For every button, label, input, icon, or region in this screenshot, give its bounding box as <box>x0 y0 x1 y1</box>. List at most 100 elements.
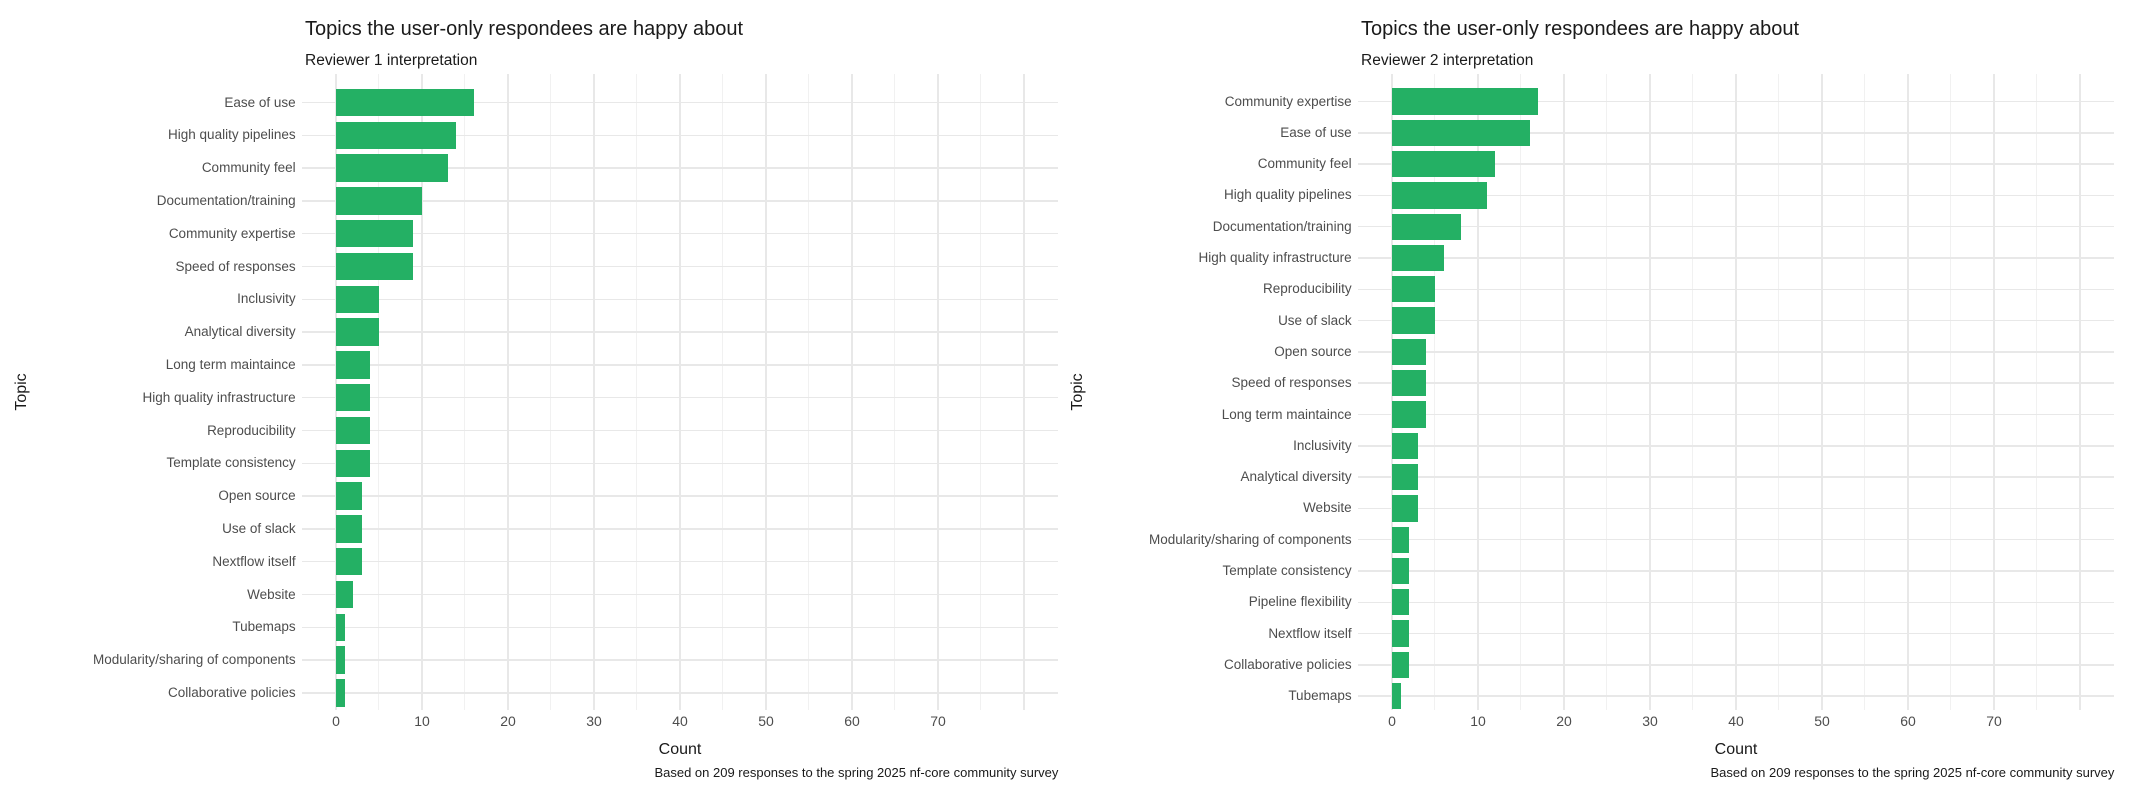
y-axis-label: Community expertise <box>1224 93 1352 109</box>
x-axis-tick-label: 30 <box>1642 713 1658 729</box>
gridline-vertical-minor <box>2036 74 2038 710</box>
y-axis-label: Collaborative policies <box>1224 656 1352 672</box>
gridline-vertical-major <box>1477 74 1479 710</box>
y-axis-label: Pipeline flexibility <box>1248 594 1352 610</box>
gridline-horizontal <box>1357 257 2115 259</box>
bar <box>1391 244 1444 272</box>
bar <box>1391 432 1418 459</box>
y-axis-label: Nextflow itself <box>212 553 296 569</box>
gridline-vertical-minor <box>550 74 552 710</box>
y-axis-label: Website <box>1303 500 1352 516</box>
bar <box>335 416 371 445</box>
bar <box>1391 338 1427 366</box>
x-axis-tick-label: 50 <box>758 713 774 729</box>
gridline-vertical-major <box>1023 74 1025 710</box>
x-axis-tick-label: 50 <box>1814 713 1830 729</box>
y-axis-label: Inclusivity <box>1293 437 1352 453</box>
gridline-vertical-minor <box>808 74 810 710</box>
bar <box>335 187 422 215</box>
y-axis-label: Reproducibility <box>1263 281 1352 297</box>
gridline-horizontal <box>301 134 1059 137</box>
gridline-horizontal <box>1357 319 2115 322</box>
x-axis-tick-label: 40 <box>1728 713 1744 729</box>
bar <box>1391 276 1435 303</box>
gridline-horizontal <box>1357 100 2115 103</box>
bar <box>1391 651 1410 679</box>
gridline-vertical-minor <box>894 74 896 710</box>
x-axis-tick-label: 70 <box>930 713 946 729</box>
bar <box>1391 88 1539 115</box>
gridline-vertical-minor <box>722 74 724 710</box>
bar <box>1391 526 1410 553</box>
y-axis-label: Community feel <box>201 160 296 176</box>
gridline-vertical-major <box>1563 74 1565 710</box>
gridline-horizontal <box>1357 351 2115 353</box>
gridline-horizontal <box>301 298 1059 301</box>
gridline-vertical-major <box>765 74 767 710</box>
gridline-horizontal <box>1357 570 2115 572</box>
bar <box>335 318 379 346</box>
x-axis-tick-label: 0 <box>1388 713 1396 729</box>
gridline-horizontal <box>1357 445 2115 447</box>
gridline-horizontal <box>301 101 1059 104</box>
gridline-horizontal <box>1357 664 2115 666</box>
x-axis-tick-label: 70 <box>1986 713 2002 729</box>
x-axis-tick-label: 0 <box>332 713 340 729</box>
bar <box>335 646 345 674</box>
gridline-vertical-major <box>421 74 423 710</box>
x-axis-tick-label: 10 <box>1470 713 1486 729</box>
gridline-vertical-minor <box>1864 74 1866 710</box>
y-axis-label: High quality infrastructure <box>142 389 296 405</box>
y-axis-label: Documentation/training <box>1212 218 1352 234</box>
gridline-vertical-major <box>507 74 509 710</box>
y-axis-label: Use of slack <box>222 520 296 536</box>
bar <box>335 154 448 182</box>
bar <box>335 580 354 609</box>
bar <box>335 121 457 150</box>
y-axis-label: High quality pipelines <box>168 127 296 143</box>
bar <box>335 351 371 379</box>
gridline-vertical-minor <box>636 74 638 710</box>
y-axis-label: Website <box>247 586 296 602</box>
gridline-vertical-minor <box>378 74 380 710</box>
bar <box>335 482 362 510</box>
y-axis-label: Collaborative policies <box>168 684 296 700</box>
y-axis-label: High quality infrastructure <box>1198 250 1352 265</box>
bar <box>335 252 414 281</box>
bar <box>1391 150 1496 178</box>
y-axis-label: Ease of use <box>1280 124 1352 140</box>
gridline-horizontal <box>1357 601 2115 604</box>
gridline-horizontal <box>1357 382 2115 384</box>
y-axis-label: Community feel <box>1257 156 1352 172</box>
gridline-vertical-minor <box>1778 74 1780 710</box>
gridline-vertical-major <box>2079 74 2081 710</box>
gridline-vertical-minor <box>980 74 982 710</box>
gridline-vertical-minor <box>1434 74 1436 710</box>
gridline-vertical-major <box>679 74 681 710</box>
gridline-horizontal <box>1357 288 2115 291</box>
y-axis-label: Reproducibility <box>207 422 296 438</box>
gridline-horizontal <box>301 593 1059 596</box>
gridline-horizontal <box>1357 413 2115 416</box>
bar <box>1391 620 1410 647</box>
y-axis-label: Modularity/sharing of components <box>1148 531 1352 547</box>
bar <box>335 515 362 543</box>
bar <box>335 613 345 642</box>
gridline-horizontal <box>301 331 1059 333</box>
y-axis-label: Inclusivity <box>237 291 296 307</box>
gridline-vertical-minor <box>1692 74 1694 710</box>
x-axis-tick-label: 30 <box>586 713 602 729</box>
gridline-horizontal <box>301 364 1059 366</box>
y-axis-label: Template consistency <box>166 455 296 471</box>
plot-panel <box>301 74 1059 710</box>
x-axis-tick-label: 60 <box>844 713 860 729</box>
bar <box>1391 182 1487 209</box>
gridline-horizontal <box>301 462 1059 465</box>
y-axis-label: Template consistency <box>1222 563 1352 578</box>
y-axis-label: Open source <box>218 488 296 504</box>
chart-caption: Based on 209 responses to the spring 202… <box>654 765 1059 780</box>
gridline-vertical-major <box>851 74 853 710</box>
chart-title: Topics the user-only respondees are happ… <box>305 18 744 40</box>
chart-title: Topics the user-only respondees are happ… <box>1361 18 1800 40</box>
